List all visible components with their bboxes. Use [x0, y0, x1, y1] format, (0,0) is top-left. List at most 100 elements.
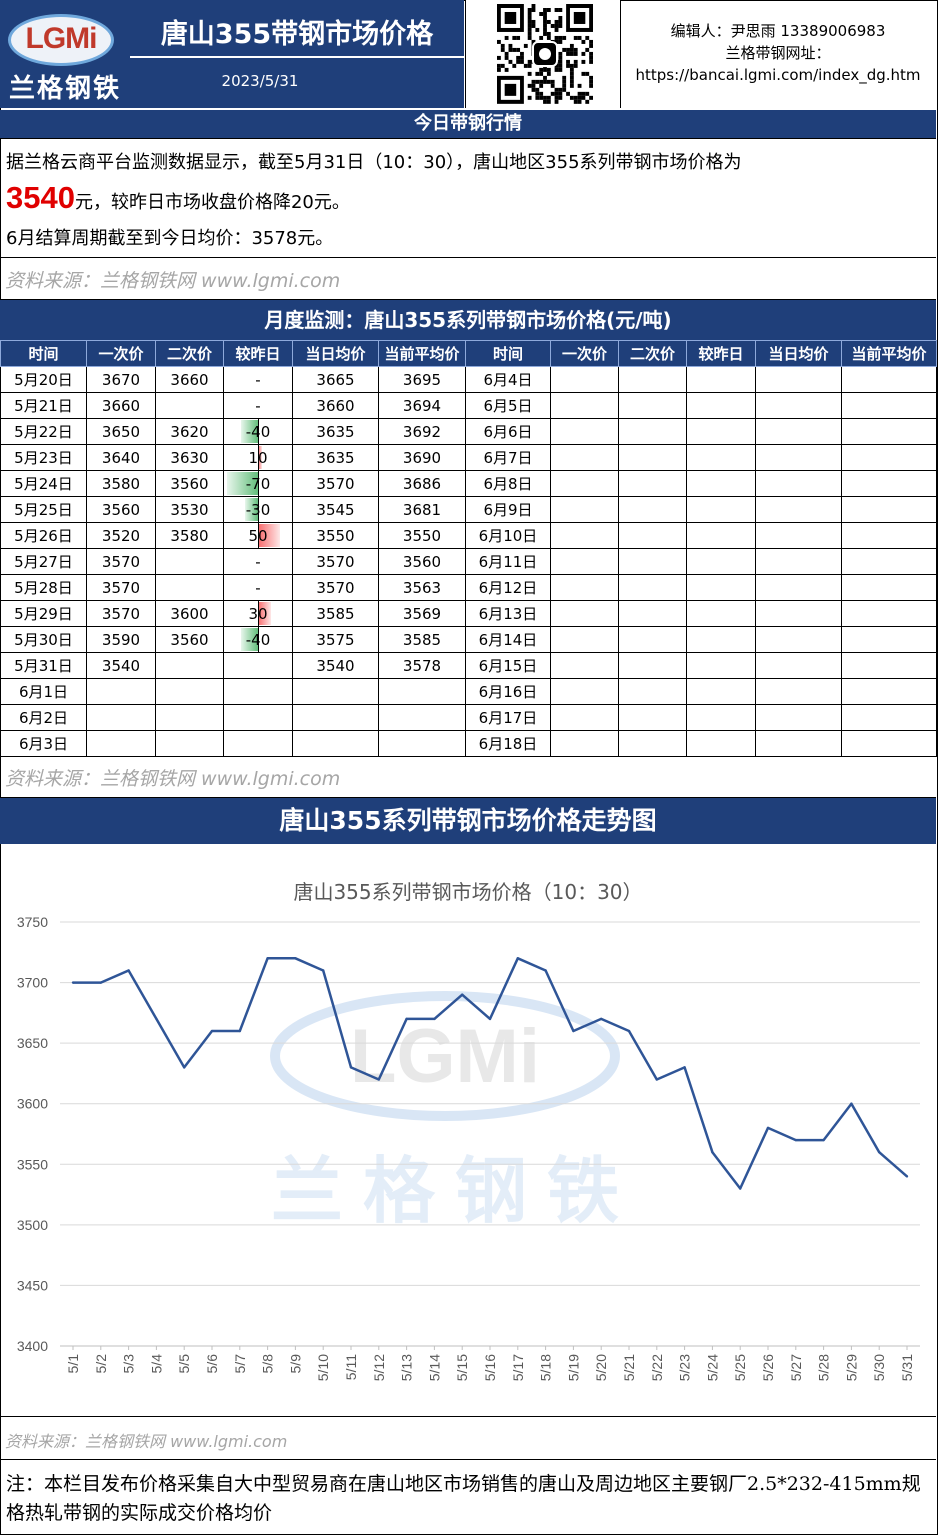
qr-code-icon	[497, 4, 593, 104]
table-cell	[755, 600, 842, 627]
table-cell	[155, 548, 224, 575]
cell-text: 3570	[101, 552, 141, 571]
column-header: 一次价	[550, 340, 619, 367]
table-cell	[841, 418, 937, 445]
y-tick-label: 3400	[17, 1338, 48, 1354]
cell-text: 5月21日	[14, 397, 73, 415]
x-tick-label: 5/6	[204, 1354, 220, 1374]
table-cell	[618, 444, 687, 471]
column-header: 当日均价	[292, 340, 379, 367]
editor-text: 编辑人：尹思雨 13389006983	[670, 22, 886, 40]
cell-text: 3560	[170, 630, 209, 649]
table-cell	[550, 470, 619, 497]
change-data-bar	[227, 472, 258, 495]
cell-text: 6月6日	[483, 423, 533, 441]
data-point	[683, 1066, 686, 1069]
cell-text: 3635	[316, 448, 355, 467]
header: LGMi 兰格钢铁 唐山355带钢市场价格 2023/5/31 编辑人：尹思雨 …	[0, 0, 936, 111]
table-cell: 3570	[86, 548, 156, 575]
cell-text: 3560	[170, 474, 209, 493]
table-cell: 3545	[292, 496, 379, 523]
table-cell	[618, 626, 687, 653]
cell-text: 5月23日	[14, 449, 73, 467]
cell-text: 3660	[170, 370, 209, 389]
table-cell	[550, 522, 619, 549]
price-trend-chart: LGMi 兰格钢铁 3400 3450 3500 3550 3600 3650 3700 3750…	[17, 914, 920, 1381]
cell-text: 3578	[402, 656, 442, 675]
x-tick-label: 5/5	[176, 1354, 192, 1374]
table-cell	[155, 678, 224, 705]
x-tick-label: 5/28	[816, 1354, 832, 1381]
column-header: 当日均价	[755, 340, 842, 367]
table-cell	[841, 652, 937, 679]
divider	[0, 1416, 936, 1417]
cell-text: 5月29日	[14, 605, 73, 623]
table-cell	[550, 418, 619, 445]
cell-text: 5月22日	[14, 423, 73, 441]
table-cell: 3620	[155, 418, 224, 445]
table-cell: 3570	[292, 548, 379, 575]
table-cell	[292, 678, 379, 705]
table-cell	[755, 392, 842, 419]
cell-text: 3695	[402, 370, 442, 389]
table-cell: 3660	[155, 366, 224, 393]
cell-text: 3575	[316, 630, 355, 649]
cell-text: 5月24日	[14, 475, 73, 493]
table-cell	[841, 470, 937, 497]
change-axis-line	[258, 601, 259, 626]
site-url-link[interactable]: https://bancai.lgmi.com/index_dg.htm	[635, 66, 921, 84]
table-cell: 3560	[155, 470, 224, 497]
divider	[0, 257, 936, 258]
change-axis-line	[258, 419, 259, 444]
table-cell	[618, 496, 687, 523]
table-cell	[841, 366, 937, 393]
data-point	[655, 1078, 658, 1081]
data-point	[127, 969, 130, 972]
table-cell	[618, 418, 687, 445]
table-cell	[755, 418, 842, 445]
table-cell: 10	[223, 444, 293, 471]
x-tick-label: 5/3	[121, 1354, 137, 1374]
table-cell: 3575	[292, 626, 379, 653]
table-cell: 6月15日	[465, 652, 551, 679]
table-row: 6月1日 6月16日	[0, 678, 937, 705]
today-price: 3540	[6, 180, 75, 215]
data-point	[238, 1029, 241, 1033]
cell-text: 3560	[402, 552, 442, 571]
table-cell	[755, 574, 842, 601]
table-cell: 3520	[86, 522, 156, 549]
cell-text: 6月9日	[483, 501, 533, 519]
table-cell: 5月23日	[0, 444, 87, 471]
table-cell	[686, 600, 756, 627]
table-cell	[841, 574, 937, 601]
x-tick-label: 5/26	[760, 1354, 776, 1381]
table-cell	[686, 470, 756, 497]
cell-text: 3545	[316, 500, 355, 519]
table-cell: 3670	[86, 366, 156, 393]
cell-text: 3580	[101, 474, 141, 493]
table-row: 6月3日 6月18日	[0, 730, 937, 757]
x-tick-label: 5/16	[482, 1354, 498, 1381]
cell-text: 5月30日	[14, 631, 73, 649]
table-cell	[755, 678, 842, 705]
table-cell	[755, 730, 842, 757]
table-cell	[841, 496, 937, 523]
table-cell: 6月18日	[465, 730, 551, 757]
table-cell	[292, 704, 379, 731]
cell-text: 3686	[402, 474, 442, 493]
table-cell	[378, 704, 466, 731]
table-cell	[841, 626, 937, 653]
cell-text: 5月26日	[14, 527, 73, 545]
cell-text: -	[255, 396, 261, 415]
cell-text: 3590	[101, 630, 141, 649]
table-cell	[686, 392, 756, 419]
table-cell	[686, 366, 756, 393]
table-cell: 5月31日	[0, 652, 87, 679]
cell-text: 5月27日	[14, 553, 73, 571]
table-row: 5月25日 3560 3530 -30 3545 3681 6月9日	[0, 496, 937, 523]
cell-text: 3665	[316, 370, 355, 389]
cell-text: 3694	[402, 396, 442, 415]
x-tick-label: 5/14	[426, 1354, 442, 1381]
table-cell	[86, 678, 156, 705]
data-point	[377, 1078, 380, 1081]
